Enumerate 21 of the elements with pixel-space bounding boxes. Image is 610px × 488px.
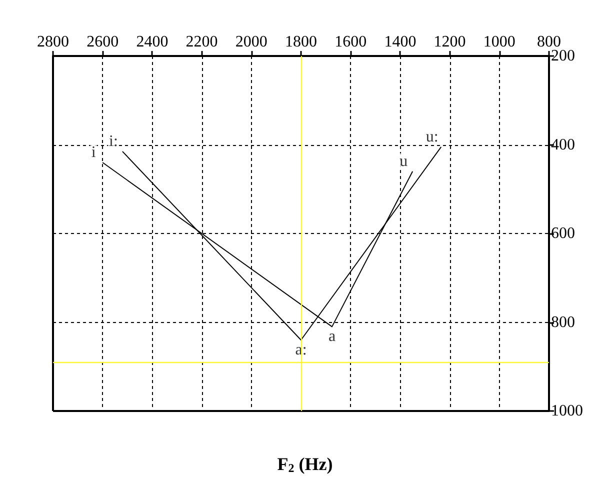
x-tick-label: 1400 xyxy=(384,34,416,50)
annotation: a xyxy=(328,328,336,346)
x-tick-label: 2400 xyxy=(136,34,168,50)
y-tick-label: 600 xyxy=(551,225,575,242)
y-tick-label: 1000 xyxy=(551,402,583,420)
x-tick-label: 1000 xyxy=(483,34,516,50)
x-tick-label: 1800 xyxy=(285,34,317,50)
x-tick-label: 800 xyxy=(537,34,561,50)
x-tick-label: 1200 xyxy=(434,34,466,50)
x-tick-label: 2600 xyxy=(86,34,119,50)
x-tick-label: 2000 xyxy=(235,34,268,50)
x-tick-label: 1600 xyxy=(334,34,367,50)
y-tick-label: 800 xyxy=(551,314,575,331)
annotation: i xyxy=(91,144,96,161)
y-tick-label: 200 xyxy=(551,48,575,64)
x-tick-label: 2200 xyxy=(186,34,218,50)
annotation: i: xyxy=(108,132,118,150)
y-tick-label: 400 xyxy=(551,136,575,154)
x-tick-label: 2800 xyxy=(37,34,69,50)
annotation: u xyxy=(400,152,408,170)
annotation: u: xyxy=(426,128,438,146)
